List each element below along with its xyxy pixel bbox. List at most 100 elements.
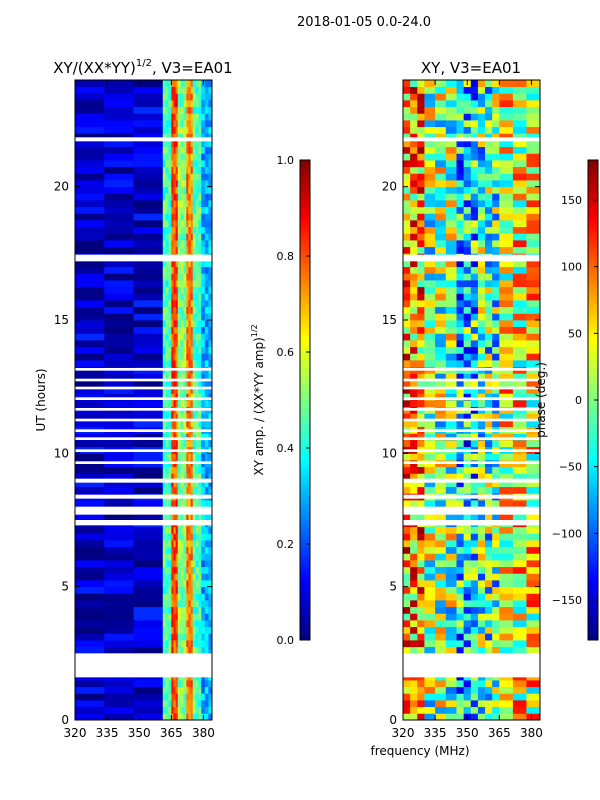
phase-heatmap-cell xyxy=(470,420,479,428)
phase-heatmap-cell xyxy=(485,693,493,701)
phase-heatmap-cell xyxy=(463,633,472,641)
amplitude-heatmap-cell xyxy=(162,380,167,388)
phase-heatmap-cell xyxy=(512,513,527,521)
amplitude-heatmap-cell xyxy=(192,113,196,121)
phase-heatmap-cell xyxy=(435,633,447,641)
amplitude-xtick-label: 350 xyxy=(128,726,151,740)
phase-heatmap-cell xyxy=(477,240,486,248)
phase-heatmap-cell xyxy=(526,580,541,588)
phase-heatmap-cell xyxy=(445,433,457,441)
phase-colorbar-tick-label: 150 xyxy=(561,194,582,207)
amplitude-heatmap-cell xyxy=(165,620,169,628)
phase-heatmap-cell xyxy=(424,500,436,508)
amplitude-heatmap-cell xyxy=(204,220,209,228)
amplitude-heatmap-cell xyxy=(133,300,164,308)
amplitude-heatmap-cell xyxy=(175,233,179,241)
phase-heatmap-cell xyxy=(526,233,541,241)
phase-heatmap-cell xyxy=(403,533,411,541)
amplitude-heatmap-cell xyxy=(198,353,202,361)
amplitude-heatmap-cell xyxy=(183,100,187,108)
phase-heatmap-cell xyxy=(477,306,486,314)
phase-heatmap-cell xyxy=(492,293,500,301)
amplitude-heatmap-cell xyxy=(183,500,187,508)
amplitude-heatmap-cell xyxy=(177,226,181,234)
amplitude-heatmap-cell xyxy=(177,420,181,428)
amplitude-heatmap-cell xyxy=(104,413,134,421)
amplitude-heatmap-cell xyxy=(192,106,196,114)
phase-heatmap-cell xyxy=(492,100,500,108)
phase-heatmap-cell xyxy=(463,486,472,494)
amplitude-heatmap-cell xyxy=(188,286,191,294)
amplitude-heatmap-cell xyxy=(171,593,174,601)
phase-heatmap-cell xyxy=(499,133,514,141)
amplitude-heatmap-cell xyxy=(133,326,164,334)
amplitude-heatmap-cell xyxy=(186,573,189,581)
amplitude-heatmap-cell xyxy=(173,393,177,401)
amplitude-heatmap-cell xyxy=(192,346,196,354)
amplitude-heatmap-cell xyxy=(162,606,167,614)
phase-heatmap-cell xyxy=(445,273,457,281)
phase-heatmap-cell xyxy=(403,266,411,274)
amplitude-heatmap-cell xyxy=(168,633,172,641)
amplitude-heatmap-cell xyxy=(198,86,202,94)
amplitude-heatmap-cell xyxy=(175,80,179,88)
phase-heatmap-cell xyxy=(417,93,425,101)
phase-heatmap-cell xyxy=(424,580,436,588)
phase-heatmap-cell xyxy=(492,220,500,228)
amplitude-heatmap-cell xyxy=(171,600,174,608)
phase-heatmap-cell xyxy=(470,93,479,101)
amplitude-heatmap-cell xyxy=(201,320,206,328)
phase-heatmap-cell xyxy=(485,546,493,554)
phase-heatmap-cell xyxy=(424,560,436,568)
amplitude-heatmap-cell xyxy=(186,280,189,288)
amplitude-heatmap-cell xyxy=(104,440,134,448)
phase-flagged-gap xyxy=(403,408,540,411)
amplitude-heatmap-cell xyxy=(186,626,189,634)
amplitude-heatmap-cell xyxy=(198,646,202,654)
amplitude-heatmap-cell xyxy=(190,360,194,368)
amplitude-heatmap-cell xyxy=(75,153,105,161)
amplitude-heatmap-cell xyxy=(208,380,213,388)
amplitude-heatmap-cell xyxy=(201,466,206,474)
amplitude-heatmap-cell xyxy=(180,220,184,228)
amplitude-heatmap-cell xyxy=(208,680,213,688)
phase-flagged-gap xyxy=(403,461,540,464)
phase-heatmap-cell xyxy=(499,386,514,394)
amplitude-heatmap-cell xyxy=(188,320,191,328)
amplitude-heatmap-cell xyxy=(208,153,213,161)
phase-heatmap-cell xyxy=(512,340,527,348)
phase-heatmap-cell xyxy=(512,626,527,634)
phase-heatmap-cell xyxy=(435,120,447,128)
phase-heatmap-cell xyxy=(435,246,447,254)
amplitude-heatmap-cell xyxy=(165,373,169,381)
amplitude-heatmap-cell xyxy=(75,486,105,494)
amplitude-heatmap-cell xyxy=(162,420,167,428)
amplitude-heatmap-cell xyxy=(162,600,167,608)
phase-flagged-gap xyxy=(403,494,540,499)
phase-panel-title: XY, V3=EA01 xyxy=(421,59,521,77)
phase-heatmap-cell xyxy=(485,326,493,334)
amplitude-heatmap-cell xyxy=(175,600,179,608)
phase-heatmap-cell xyxy=(410,566,418,574)
phase-heatmap-cell xyxy=(526,213,541,221)
amplitude-heatmap-cell xyxy=(195,213,199,221)
amplitude-heatmap-cell xyxy=(192,646,196,654)
amplitude-heatmap-cell xyxy=(198,233,202,241)
amplitude-heatmap-cell xyxy=(198,526,202,534)
phase-heatmap-cell xyxy=(512,353,527,361)
phase-heatmap-cell xyxy=(463,533,472,541)
amplitude-heatmap-cell xyxy=(201,553,206,561)
amplitude-heatmap-cell xyxy=(133,440,164,448)
phase-heatmap-cell xyxy=(470,246,479,254)
amplitude-heatmap-cell xyxy=(175,113,179,121)
amplitude-heatmap-cell xyxy=(75,220,105,228)
amplitude-heatmap-cell xyxy=(186,100,189,108)
phase-heatmap-cell xyxy=(470,580,479,588)
phase-heatmap-cell xyxy=(445,293,457,301)
amplitude-heatmap-cell xyxy=(133,540,164,548)
phase-heatmap-cell xyxy=(456,480,465,488)
phase-heatmap-cell xyxy=(424,320,436,328)
phase-heatmap-cell xyxy=(403,100,411,108)
phase-heatmap-cell xyxy=(456,306,465,314)
phase-heatmap-cell xyxy=(403,293,411,301)
